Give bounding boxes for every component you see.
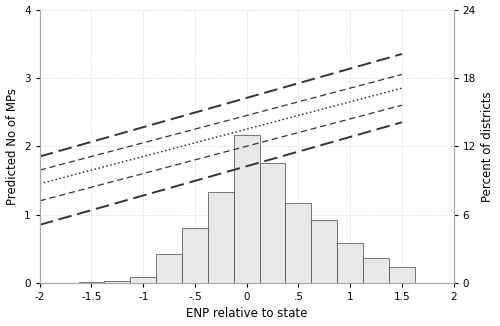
- Bar: [208, 192, 234, 283]
- Bar: [78, 282, 104, 283]
- Y-axis label: Predicted No of MPs: Predicted No of MPs: [6, 88, 18, 205]
- Y-axis label: Percent of districts: Percent of districts: [482, 91, 494, 201]
- X-axis label: ENP relative to state: ENP relative to state: [186, 307, 308, 320]
- Bar: [312, 220, 337, 283]
- Bar: [286, 203, 312, 283]
- Bar: [363, 258, 389, 283]
- Bar: [260, 163, 285, 283]
- Bar: [104, 281, 130, 283]
- Bar: [182, 228, 208, 283]
- Bar: [130, 277, 156, 283]
- Bar: [234, 135, 260, 283]
- Bar: [389, 267, 415, 283]
- Bar: [337, 243, 363, 283]
- Bar: [156, 254, 182, 283]
